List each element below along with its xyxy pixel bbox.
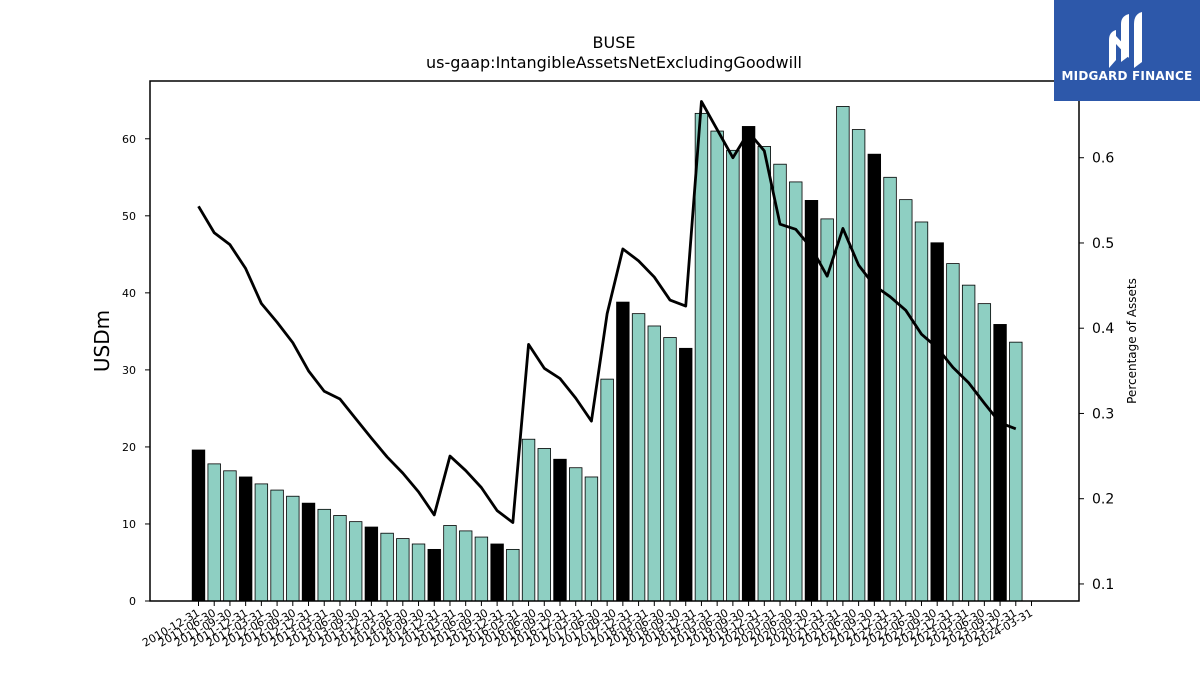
bar-2017-03-31 <box>584 476 599 602</box>
bar-2023-12-31 <box>1009 341 1023 602</box>
y-left-tick-label: 60 <box>122 133 136 146</box>
brand-logo: MIDGARD FINANCE <box>1054 0 1200 101</box>
chart-subtitle: us-gaap:IntangibleAssetsNetExcludingGood… <box>426 53 802 72</box>
bar-2020-06-30 <box>789 181 803 602</box>
bar-2023-09-30 <box>993 324 1007 602</box>
y-left-tick-label: 0 <box>129 595 136 608</box>
bar-2014-12-31 <box>443 525 457 602</box>
y-right-tick-label: 0.2 <box>1092 492 1114 508</box>
bar-2011-03-31 <box>207 463 221 602</box>
bar-2018-03-31 <box>647 325 661 602</box>
bar-2015-03-31 <box>458 530 473 602</box>
y-axis-label-right: Percentage of Assets <box>1125 278 1139 404</box>
y-left-tick-label: 40 <box>122 287 136 300</box>
bar-2018-12-31 <box>694 112 709 602</box>
bar-2015-06-30 <box>474 536 489 602</box>
y-left-tick-label: 20 <box>122 441 136 454</box>
bar-2013-09-30 <box>364 526 379 602</box>
y-right-tick-label: 0.6 <box>1092 151 1114 167</box>
bar-2021-12-31 <box>883 176 897 602</box>
midgard-m-logo-icon <box>1109 12 1142 68</box>
bar-2012-03-31 <box>270 489 284 602</box>
bar-2011-06-30 <box>223 470 237 602</box>
bar-2023-03-31 <box>961 284 976 602</box>
y-axis-label-left: USDm <box>90 310 114 372</box>
bar-2011-12-31 <box>254 483 269 602</box>
bar-2020-09-30 <box>804 200 819 602</box>
y-left-tick-label: 50 <box>122 210 136 223</box>
bar-2020-03-31 <box>773 163 787 602</box>
bar-2016-09-30 <box>553 458 567 602</box>
bar-2013-03-31 <box>333 515 347 602</box>
y-left-tick-label: 10 <box>122 518 136 531</box>
bar-2018-09-30 <box>679 347 693 602</box>
y-right-tick-label: 0.1 <box>1092 577 1114 593</box>
bar-2019-06-30 <box>726 149 740 602</box>
bar-2021-09-30 <box>867 153 882 602</box>
line-series <box>197 100 1017 524</box>
bar-2016-12-31 <box>569 467 583 602</box>
chart-title: BUSE <box>593 33 636 52</box>
percentage-line <box>197 100 1017 524</box>
bar-2023-06-30 <box>977 303 992 602</box>
x-axis: 2010-12-312011-06-302011-09-302011-12-31… <box>140 601 1035 650</box>
bar-2019-12-31 <box>757 146 771 602</box>
bar-2010-12-31 <box>191 449 206 602</box>
y-right-tick-label: 0.3 <box>1092 406 1114 422</box>
bar-2013-12-31 <box>380 532 394 602</box>
bar-2017-12-31 <box>631 313 646 602</box>
bar-2022-06-30 <box>914 221 929 602</box>
bar-2015-12-31 <box>506 548 520 602</box>
y-right-tick-label: 0.4 <box>1092 321 1114 337</box>
bar-series <box>191 106 1023 602</box>
y-right-tick-label: 0.5 <box>1092 236 1114 252</box>
bar-2015-09-30 <box>490 543 504 602</box>
y-axis-right: 0.1 0.2 0.3 0.4 0.5 0.6 <box>1079 151 1114 593</box>
bar-2012-09-30 <box>301 502 316 602</box>
bar-2017-09-30 <box>616 301 630 602</box>
bar-2019-09-30 <box>741 126 756 602</box>
bar-2014-06-30 <box>411 543 426 602</box>
bar-2022-12-31 <box>946 263 960 602</box>
plot-frame <box>149 80 1080 602</box>
y-axis-left: 0 10 20 30 40 50 60 <box>122 133 150 608</box>
bar-2022-03-31 <box>899 199 913 602</box>
bar-2022-09-30 <box>930 242 944 602</box>
brand-name: MIDGARD FINANCE <box>1061 69 1193 83</box>
bar-2014-03-31 <box>396 538 410 602</box>
y-left-tick-label: 30 <box>122 364 136 377</box>
bar-2016-06-30 <box>537 448 551 602</box>
bar-2021-03-31 <box>836 106 850 602</box>
bar-2017-06-30 <box>600 378 614 602</box>
bar-2012-06-30 <box>286 495 300 602</box>
bar-2011-09-30 <box>238 476 253 602</box>
bar-2019-03-31 <box>710 130 724 602</box>
bar-2021-06-30 <box>851 129 866 602</box>
bar-2018-06-30 <box>663 337 677 602</box>
bar-2014-09-30 <box>427 548 441 602</box>
bar-2013-06-30 <box>348 521 363 602</box>
bar-2016-03-31 <box>521 438 536 602</box>
bar-2012-12-31 <box>317 508 331 602</box>
